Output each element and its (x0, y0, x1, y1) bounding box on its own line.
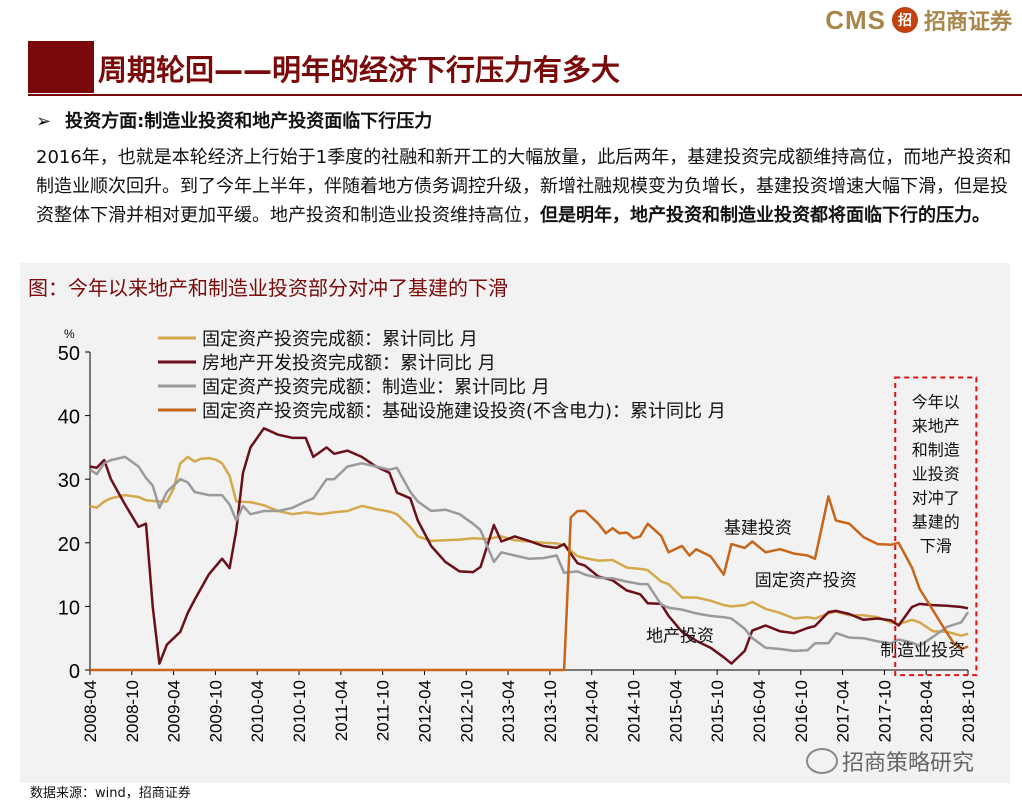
y-axis-unit: % (64, 327, 75, 341)
x-tick-label: 2012-04 (415, 680, 434, 742)
annotation-0: 基建投资 (724, 518, 792, 538)
series-line-0 (89, 455, 969, 637)
x-tick-label: 2011-10 (374, 680, 393, 741)
legend-label-1: 房地产开发投资完成额：累计同比 月 (202, 353, 496, 374)
body-paragraph: 2016年，也就是本轮经济上行始于1季度的社融和新开工的大幅放量，此后两年，基建… (36, 143, 1016, 230)
x-tick-label: 2009-10 (206, 680, 225, 742)
x-tick-label: 2008-04 (81, 680, 100, 742)
x-tick-label: 2014-04 (583, 680, 602, 742)
bullet-heading: ➢ 投资方面:制造业投资和地产投资面临下行压力 (36, 107, 432, 133)
watermark-text: 招商策略研究 (842, 751, 975, 776)
x-tick-label: 2009-04 (165, 680, 184, 742)
x-tick-label: 2013-04 (499, 680, 518, 742)
x-tick-label: 2017-10 (875, 680, 894, 742)
x-tick-label: 2010-04 (248, 680, 267, 742)
title-divider (28, 94, 1022, 96)
annotation-1: 固定资产投资 (755, 571, 857, 591)
y-tick-label: 20 (58, 534, 80, 556)
highlight-text-line: 下滑 (920, 536, 952, 555)
highlight-text-line: 对冲了 (912, 488, 960, 507)
title-accent-block (28, 41, 94, 93)
series-line-2 (89, 455, 970, 653)
legend-label-2: 固定资产投资完成额：制造业：累计同比 月 (202, 377, 550, 398)
x-tick-label: 2014-10 (625, 680, 644, 742)
paragraph-normal: 2016年，也就是本轮经济上行始于1季度的社融和新开工的大幅放量，此后两年，基建… (36, 147, 1012, 226)
y-tick-label: 40 (58, 407, 80, 429)
x-tick-label: 2011-04 (332, 680, 351, 741)
wechat-icon (806, 748, 838, 774)
series-line-1 (89, 427, 969, 665)
x-tick-label: 2018-04 (917, 680, 936, 742)
legend-label-3: 固定资产投资完成额：基础设施建设投资(不含电力)：累计同比 月 (202, 401, 726, 422)
x-tick-label: 2012-10 (457, 680, 476, 742)
source-note: 数据来源：wind，招商证券 (30, 786, 191, 801)
logo-mark-icon: 招 (891, 7, 918, 33)
x-tick-label: 2015-10 (708, 680, 727, 742)
y-tick-label: 50 (58, 343, 80, 365)
highlight-box (894, 376, 978, 677)
x-tick-label: 2010-10 (290, 680, 309, 742)
x-tick-label: 2016-10 (792, 680, 811, 742)
highlight-text-line: 来地产 (912, 416, 960, 435)
x-tick-label: 2018-10 (959, 680, 978, 742)
brand-logo: CMS 招 招商证券 (825, 4, 1012, 36)
page-title: 周期轮回——明年的经济下行压力有多大 (98, 53, 621, 87)
x-tick-label: 2013-10 (541, 680, 560, 742)
line-chart: 0 10 20 30 40 50% 2008-04 2008-10 2009-04 2009-10… (58, 327, 978, 742)
highlight-text-line: 和制造 (912, 440, 960, 459)
highlight-text-line: 业投资 (912, 464, 960, 483)
x-tick-label: 2016-04 (750, 680, 769, 742)
y-tick-label: 10 (58, 597, 80, 619)
x-tick-label: 2017-04 (834, 680, 853, 742)
logo-cms: CMS (825, 4, 886, 35)
annotation-2: 地产投资 (646, 626, 714, 646)
paragraph-bold: 但是明年，地产投资和制造业投资都将面临下行的压力。 (540, 205, 990, 226)
series-line-3 (90, 495, 969, 672)
bullet-arrow-icon: ➢ (36, 111, 52, 132)
x-tick-label: 2015-04 (666, 680, 685, 742)
highlight-text-line: 基建的 (912, 512, 960, 531)
bullet-text: 投资方面:制造业投资和地产投资面临下行压力 (65, 111, 433, 132)
chart-title: 图：今年以来地产和制造业投资部分对冲了基建的下滑 (28, 276, 508, 300)
legend-label-0: 固定资产投资完成额：累计同比 月 (202, 329, 478, 350)
y-tick-label: 30 (58, 470, 80, 492)
annotation-3: 制造业投资 (880, 641, 965, 661)
highlight-text-line: 今年以 (912, 392, 960, 411)
logo-cn: 招商证券 (923, 10, 1012, 35)
watermark: 招商策略研究 (806, 745, 974, 777)
x-tick-label: 2008-10 (123, 680, 142, 742)
y-tick-label: 0 (69, 661, 80, 683)
